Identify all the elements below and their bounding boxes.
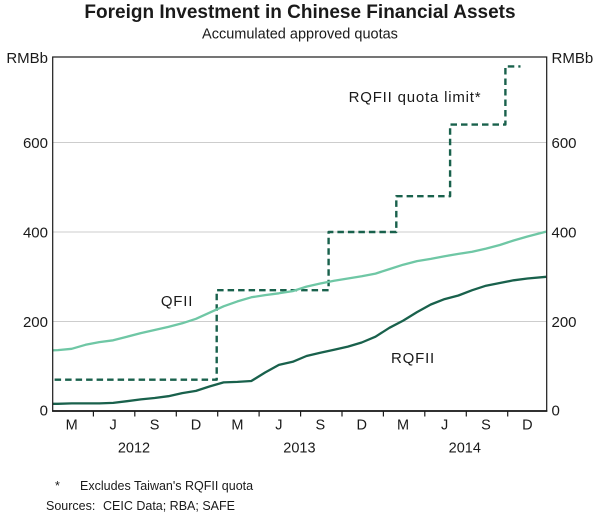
x-month-label: D — [522, 418, 532, 434]
qfii-line — [52, 230, 547, 352]
x-year-label: 2014 — [449, 441, 481, 457]
rqfii-label: RQFII — [391, 350, 435, 367]
x-month-label: S — [315, 418, 325, 434]
quota-limit-line — [52, 65, 521, 381]
ytick-right-600: 600 — [552, 135, 577, 152]
x-month-label: J — [441, 418, 448, 434]
ytick-right-400: 400 — [552, 224, 577, 241]
sources-label: Sources: — [46, 499, 95, 513]
y-unit-right: RMBb — [552, 50, 594, 67]
x-year-label: 2013 — [283, 441, 315, 457]
sources-text: CEIC Data; RBA; SAFE — [103, 499, 235, 513]
ytick-left-400: 400 — [23, 224, 48, 241]
gridlines — [52, 142, 547, 322]
qfii-label: QFII — [161, 293, 193, 310]
ytick-right-200: 200 — [552, 314, 577, 331]
footnote-text: Excludes Taiwan's RQFII quota — [80, 479, 253, 493]
x-month-label: S — [481, 418, 491, 434]
footnote-marker: * — [55, 479, 60, 493]
x-year-labels: 2012 2013 2014 — [118, 441, 481, 457]
x-month-label: J — [109, 418, 116, 434]
y-unit-left: RMBb — [6, 50, 48, 67]
ytick-left-0: 0 — [40, 402, 48, 419]
x-month-label: M — [66, 418, 78, 434]
footnotes: * Excludes Taiwan's RQFII quota Sources:… — [46, 479, 253, 513]
x-month-label: S — [150, 418, 160, 434]
x-axis-ticks — [92, 411, 509, 417]
quota-limit-label: RQFII quota limit* — [349, 89, 482, 106]
ytick-left-200: 200 — [23, 314, 48, 331]
ytick-left-600: 600 — [23, 135, 48, 152]
y-tick-labels-right: 600 400 200 0 — [552, 135, 577, 420]
x-month-label: D — [356, 418, 366, 434]
x-year-label: 2012 — [118, 441, 150, 457]
y-tick-labels-left: 600 400 200 0 — [23, 135, 48, 420]
rqfii-line — [52, 275, 547, 405]
x-month-label: M — [397, 418, 409, 434]
chart-subtitle: Accumulated approved quotas — [202, 27, 398, 43]
x-month-label: J — [275, 418, 282, 434]
x-month-label: M — [231, 418, 243, 434]
ytick-right-0: 0 — [552, 402, 560, 419]
x-month-label: D — [191, 418, 201, 434]
chart-title: Foreign Investment in Chinese Financial … — [84, 2, 515, 23]
